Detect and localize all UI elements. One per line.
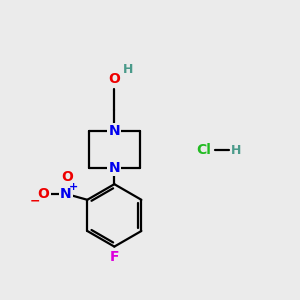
Text: H: H: [122, 63, 133, 76]
Text: N: N: [60, 187, 72, 201]
Text: N: N: [109, 161, 120, 175]
Text: Cl: Cl: [196, 143, 211, 157]
Text: O: O: [38, 187, 50, 201]
Text: −: −: [30, 195, 40, 208]
Text: N: N: [109, 124, 120, 138]
Text: O: O: [61, 170, 73, 184]
Text: O: O: [108, 72, 120, 86]
Text: +: +: [68, 182, 78, 192]
Text: H: H: [231, 143, 242, 157]
Text: F: F: [110, 250, 119, 264]
